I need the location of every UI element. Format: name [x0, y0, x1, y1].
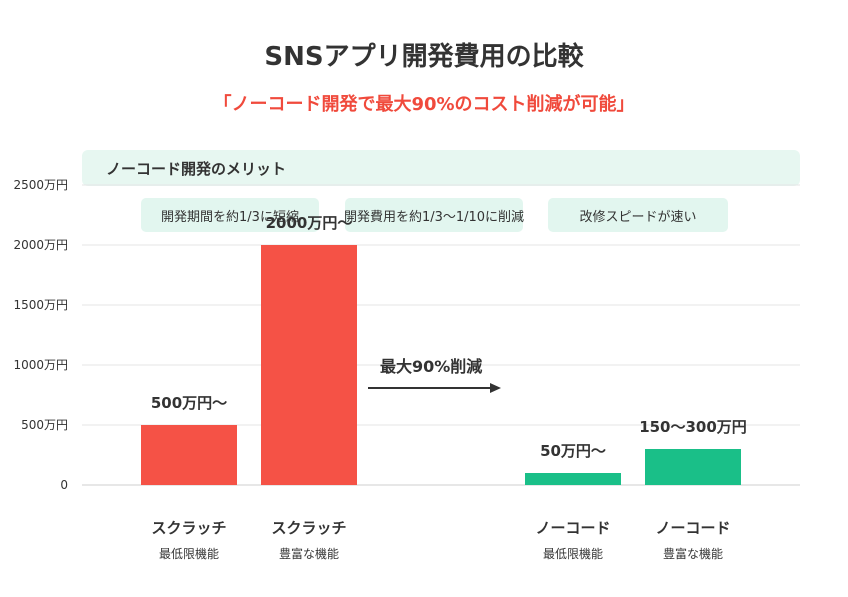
category-name: スクラッチ: [151, 519, 227, 537]
merit-item-label: 開発期間を約1/3に短縮: [161, 209, 299, 225]
y-tick-label: 2500万円: [13, 178, 68, 192]
bar-value-label: 500万円〜: [151, 394, 227, 412]
chart-subtitle: 「ノーコード開発で最大90%のコスト削減が可能」: [213, 94, 635, 115]
bar-value-label: 50万円〜: [540, 442, 606, 460]
category-name: スクラッチ: [271, 519, 347, 537]
merit-item-duration: 開発期間を約1/3に短縮: [141, 198, 319, 232]
y-tick-label: 1500万円: [13, 298, 68, 312]
category-sub: 豊富な機能: [278, 547, 339, 561]
bar-value-label: 2000万円〜: [266, 214, 353, 232]
category-sub: 豊富な機能: [662, 547, 723, 561]
category-sub: 最低限機能: [158, 547, 219, 561]
y-tick-label: 2000万円: [13, 238, 68, 252]
category-name: ノーコード: [655, 519, 731, 537]
bar: [645, 449, 741, 485]
y-tick-label: 0: [60, 478, 68, 492]
category-sub: 最低限機能: [542, 547, 603, 561]
merit-item-label: 改修スピードが速い: [579, 209, 697, 225]
right-arrow-icon: [368, 383, 501, 393]
y-tick-label: 1000万円: [13, 358, 68, 372]
merit-item-label: 開発費用を約1/3〜1/10に削減: [343, 209, 525, 225]
bar: [261, 245, 357, 485]
reduction-label: 最大90%削減: [380, 357, 483, 376]
y-tick-label: 500万円: [21, 418, 68, 432]
category-name: ノーコード: [535, 519, 611, 537]
chart-title: SNSアプリ開発費用の比較: [264, 42, 584, 72]
merit-title: ノーコード開発のメリット: [106, 160, 287, 178]
bar: [141, 425, 237, 485]
merit-item-speed: 改修スピードが速い: [548, 198, 728, 232]
merit-item-cost: 開発費用を約1/3〜1/10に削減: [343, 198, 525, 232]
bar-value-label: 150〜300万円: [639, 418, 747, 436]
merit-banner: ノーコード開発のメリット: [82, 150, 800, 186]
bar: [525, 473, 621, 485]
